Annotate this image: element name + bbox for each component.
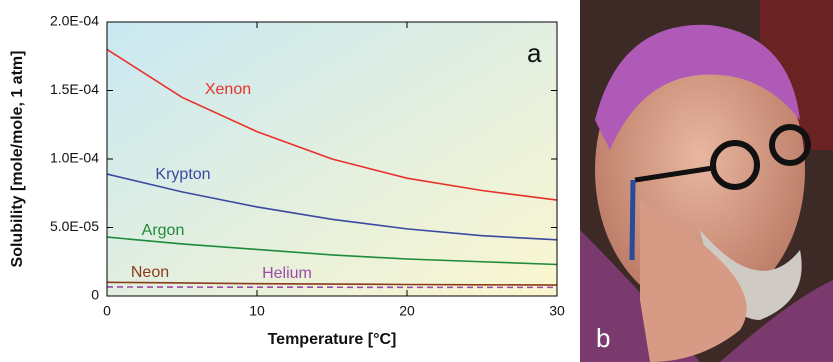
plot-frame xyxy=(106,21,558,297)
x-tick-label: 10 xyxy=(249,303,265,319)
x-tick-label: 30 xyxy=(549,303,565,319)
series-label: Helium xyxy=(262,265,312,282)
series-line xyxy=(106,281,558,286)
photo: b xyxy=(580,0,833,362)
y-tick-label: 0 xyxy=(91,287,99,303)
series-line xyxy=(106,236,558,266)
y-axis-title: Solubility [mole/mole, 1 atm] xyxy=(9,51,26,268)
series-line xyxy=(106,48,558,201)
y-tick-label: 1.0E-04 xyxy=(50,150,99,166)
series-label: Xenon xyxy=(205,81,251,98)
panel-label: b xyxy=(596,323,610,353)
series-label: Krypton xyxy=(155,166,210,183)
y-tick-label: 5.0E-05 xyxy=(50,218,99,234)
series-label: Neon xyxy=(131,264,169,281)
panel-label: a xyxy=(527,38,542,68)
y-tick-label: 2.0E-04 xyxy=(50,13,99,29)
series-label: Argon xyxy=(142,222,185,239)
series-line xyxy=(106,173,558,241)
x-axis-title: Temperature [°C] xyxy=(268,331,397,348)
x-tick-label: 0 xyxy=(103,303,111,319)
x-tick-label: 20 xyxy=(399,303,415,319)
y-tick-label: 1.5E-04 xyxy=(50,81,99,97)
